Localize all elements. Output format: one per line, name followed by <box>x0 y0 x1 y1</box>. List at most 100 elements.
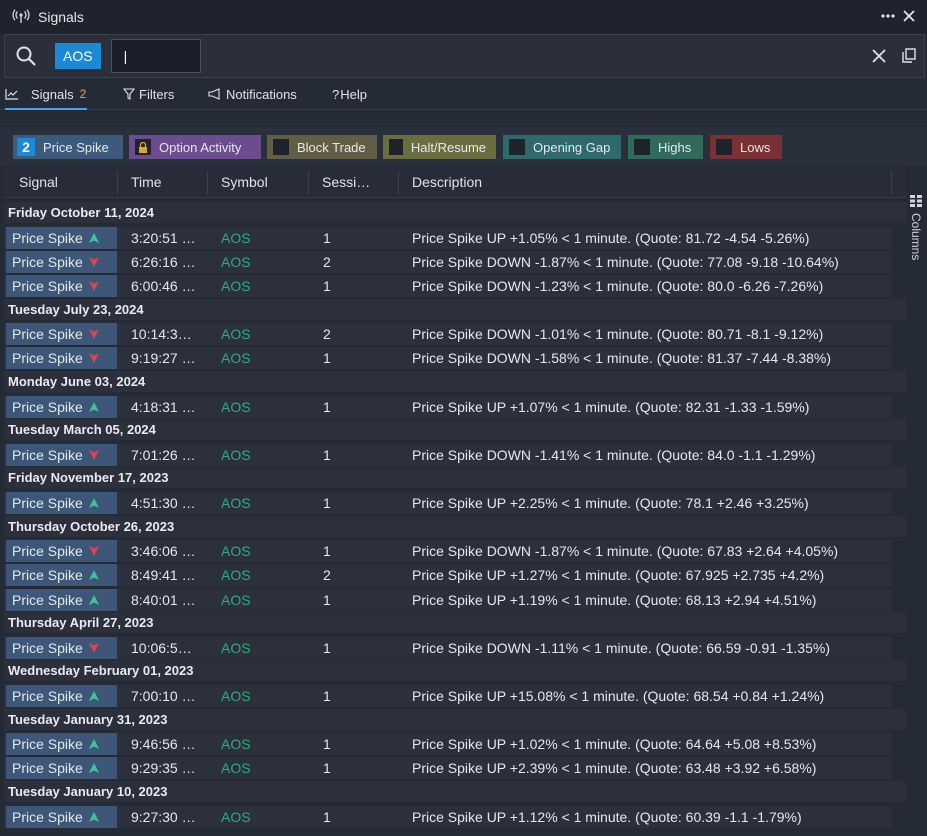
arrow-up-icon <box>88 763 99 774</box>
clear-search-icon[interactable] <box>871 48 887 64</box>
symbol-cell[interactable]: AOS <box>221 253 251 270</box>
time-cell: 6:00:46 … <box>131 277 196 294</box>
table-row[interactable]: Price Spike 8:49:41 … AOS 2 Price Spike UP +… <box>4 564 892 587</box>
table-row[interactable]: Price Spike 6:26:16 … AOS 2 Price Spike DOWN… <box>4 250 892 273</box>
search-icon[interactable] <box>15 45 37 67</box>
columns-panel-toggle[interactable]: Columns <box>906 167 927 836</box>
symbol-cell[interactable]: AOS <box>221 591 251 608</box>
table-row[interactable]: Price Spike 4:18:31 … AOS 1 Price Spike UP +… <box>4 395 892 418</box>
symbol-cell[interactable]: AOS <box>221 446 251 463</box>
symbol-search-input[interactable] <box>110 39 201 73</box>
signal-cell[interactable]: Price Spike <box>6 274 117 297</box>
more-options-icon[interactable] <box>880 8 896 24</box>
column-resizer[interactable] <box>117 171 118 195</box>
column-resizer[interactable] <box>207 171 208 195</box>
column-header-time[interactable]: Time <box>131 174 162 190</box>
signal-cell[interactable]: Price Spike <box>6 443 117 466</box>
table-row[interactable]: Price Spike 9:29:35 … AOS 1 Price Spike UP +… <box>4 757 892 780</box>
signal-cell[interactable]: Price Spike <box>6 491 117 514</box>
symbol-cell[interactable]: AOS <box>221 543 251 560</box>
filter-chip-lows[interactable]: Lows <box>710 135 782 159</box>
signal-cell[interactable]: Price Spike <box>6 564 117 587</box>
symbol-chip[interactable]: AOS <box>55 43 101 69</box>
arrow-down-icon <box>88 353 99 364</box>
session-cell: 1 <box>323 229 331 246</box>
time-cell: 7:00:10 … <box>131 687 196 704</box>
table-row[interactable]: Price Spike 3:46:06 … AOS 1 Price Spike DOWN… <box>4 540 892 563</box>
filter-chip-price-spike[interactable]: 2 Price Spike <box>13 135 123 159</box>
table-row[interactable]: Price Spike 4:51:30 … AOS 1 Price Spike UP +… <box>4 491 892 514</box>
table-row[interactable]: Price Spike 3:20:51 … AOS 1 Price Spike UP +… <box>4 226 892 249</box>
date-group-header: Tuesday January 10, 2023 <box>4 781 906 802</box>
symbol-cell[interactable]: AOS <box>221 567 251 584</box>
table-row[interactable]: Price Spike 9:46:56 … AOS 1 Price Spike UP +… <box>4 733 892 756</box>
tab-signals[interactable]: Signals 2 <box>5 84 87 110</box>
column-header-signal[interactable]: Signal <box>19 174 58 190</box>
table-row[interactable]: Price Spike 10:14:3… AOS 2 Price Spike DOWN … <box>4 323 892 346</box>
table-row[interactable]: Price Spike 6:00:46 … AOS 1 Price Spike DOWN… <box>4 274 892 297</box>
time-cell: 3:20:51 … <box>131 229 196 246</box>
arrow-down-icon <box>88 642 99 653</box>
signal-label: Price Spike <box>12 567 83 584</box>
symbol-cell[interactable]: AOS <box>221 398 251 415</box>
signal-cell[interactable]: Price Spike <box>6 733 117 756</box>
column-header-description[interactable]: Description <box>412 174 483 190</box>
tab-notifications[interactable]: Notifications <box>208 84 297 104</box>
table-row[interactable]: Price Spike 7:00:10 … AOS 1 Price Spike UP +… <box>4 684 892 707</box>
signal-cell[interactable]: Price Spike <box>6 250 117 273</box>
filter-chip-option-activity[interactable]: Option Activity <box>129 135 261 159</box>
signal-label: Price Spike <box>12 229 83 246</box>
filter-chip-halt-resume[interactable]: Halt/Resume <box>383 135 496 159</box>
column-resizer[interactable] <box>308 171 309 195</box>
symbol-cell[interactable]: AOS <box>221 639 251 656</box>
symbol-cell[interactable]: AOS <box>221 229 251 246</box>
copy-icon[interactable] <box>902 48 916 63</box>
signal-cell[interactable]: Price Spike <box>6 226 117 249</box>
signal-cell[interactable]: Price Spike <box>6 588 117 611</box>
filter-chip-block-trade[interactable]: Block Trade <box>267 135 377 159</box>
signal-cell[interactable]: Price Spike <box>6 323 117 346</box>
table-row[interactable]: Price Spike 9:27:30 … AOS 1 Price Spike UP +… <box>4 805 892 828</box>
table-row[interactable]: Price Spike 8:40:01 … AOS 1 Price Spike UP +… <box>4 588 892 611</box>
signal-cell[interactable]: Price Spike <box>6 684 117 707</box>
signal-label: Price Spike <box>12 326 83 343</box>
signal-cell[interactable]: Price Spike <box>6 540 117 563</box>
signal-label: Price Spike <box>12 277 83 294</box>
table-row[interactable]: Price Spike 7:01:26 … AOS 1 Price Spike DOWN… <box>4 443 892 466</box>
filter-chip-highs[interactable]: Highs <box>628 135 703 159</box>
time-cell: 3:46:06 … <box>131 543 196 560</box>
signal-cell[interactable]: Price Spike <box>6 636 117 659</box>
table-row[interactable]: Price Spike 10:06:5… AOS 1 Price Spike DOWN … <box>4 636 892 659</box>
symbol-cell[interactable]: AOS <box>221 760 251 777</box>
signal-cell[interactable]: Price Spike <box>6 395 117 418</box>
close-window-icon[interactable] <box>902 9 916 23</box>
tab-filters[interactable]: Filters <box>123 84 174 104</box>
arrow-up-icon <box>88 594 99 605</box>
price-spike-count: 2 <box>17 138 35 156</box>
symbol-cell[interactable]: AOS <box>221 326 251 343</box>
symbol-cell[interactable]: AOS <box>221 350 251 367</box>
filter-chip-opening-gap[interactable]: Opening Gap <box>503 135 621 159</box>
signal-cell[interactable]: Price Spike <box>6 757 117 780</box>
arrow-up-icon <box>88 401 99 412</box>
tab-help[interactable]: ? Help <box>332 84 367 104</box>
column-header-symbol[interactable]: Symbol <box>221 174 268 190</box>
symbol-cell[interactable]: AOS <box>221 494 251 511</box>
signal-type-filter-bar: 2 Price Spike Option Activity Block Trad… <box>0 127 927 166</box>
arrow-up-icon <box>88 232 99 243</box>
megaphone-icon <box>208 88 220 100</box>
time-cell: 10:14:3… <box>131 326 192 343</box>
description-cell: Price Spike UP +1.27% < 1 minute. (Quote… <box>412 567 825 584</box>
column-resizer[interactable] <box>398 171 399 195</box>
description-cell: Price Spike UP +1.02% < 1 minute. (Quote… <box>412 736 817 753</box>
symbol-cell[interactable]: AOS <box>221 277 251 294</box>
signal-cell[interactable]: Price Spike <box>6 347 117 370</box>
symbol-cell[interactable]: AOS <box>221 687 251 704</box>
symbol-cell[interactable]: AOS <box>221 808 251 825</box>
signal-label: Price Spike <box>12 808 83 825</box>
symbol-cell[interactable]: AOS <box>221 736 251 753</box>
column-header-session[interactable]: Sessi… <box>322 174 371 190</box>
table-row[interactable]: Price Spike 9:19:27 … AOS 1 Price Spike DOWN… <box>4 347 892 370</box>
column-resizer[interactable] <box>891 171 892 195</box>
signal-cell[interactable]: Price Spike <box>6 805 117 828</box>
